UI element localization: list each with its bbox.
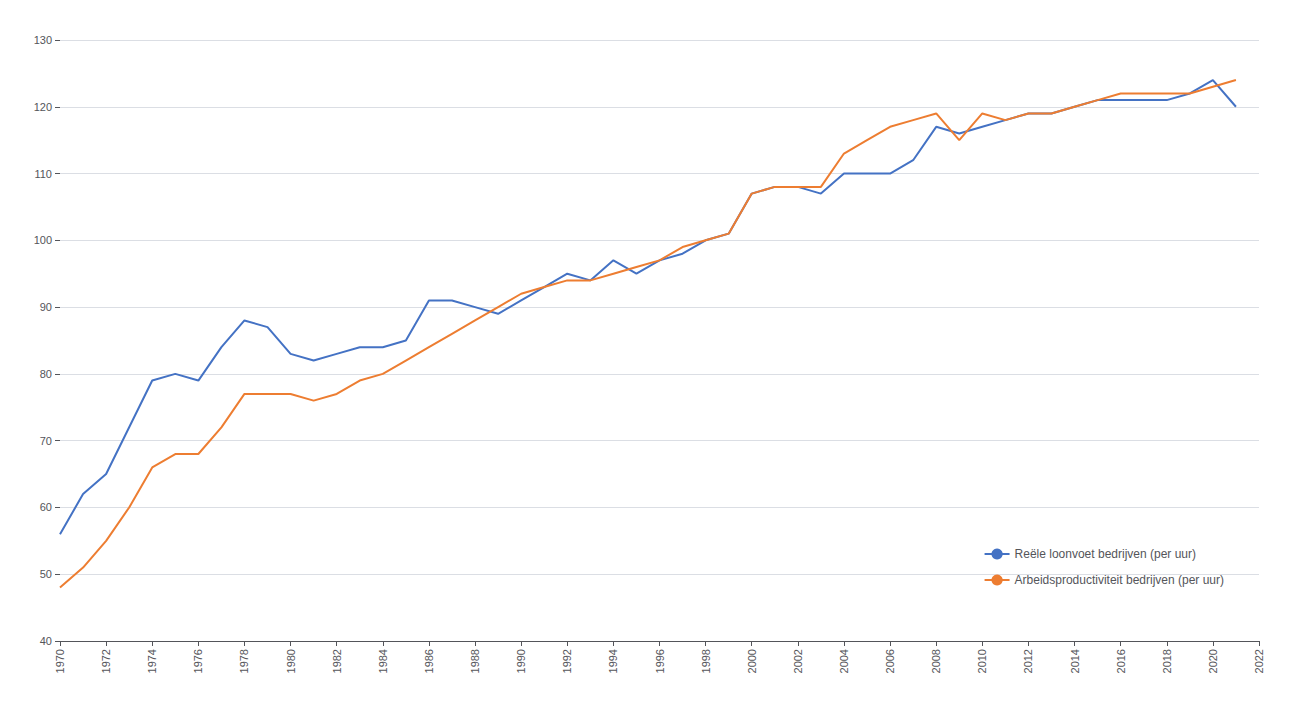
svg-text:100: 100 xyxy=(34,234,52,246)
svg-text:1986: 1986 xyxy=(423,649,435,673)
svg-text:1978: 1978 xyxy=(238,649,250,673)
svg-text:1970: 1970 xyxy=(54,649,66,673)
svg-text:1998: 1998 xyxy=(700,649,712,673)
svg-text:2014: 2014 xyxy=(1069,649,1081,673)
svg-text:60: 60 xyxy=(40,501,52,513)
svg-text:130: 130 xyxy=(34,34,52,46)
svg-text:1994: 1994 xyxy=(607,649,619,673)
svg-text:90: 90 xyxy=(40,301,52,313)
svg-text:1974: 1974 xyxy=(146,649,158,673)
svg-text:1996: 1996 xyxy=(654,649,666,673)
svg-text:120: 120 xyxy=(34,101,52,113)
svg-text:2000: 2000 xyxy=(746,649,758,673)
svg-text:1980: 1980 xyxy=(285,649,297,673)
svg-text:2012: 2012 xyxy=(1022,649,1034,673)
svg-text:Reële loonvoet bedrijven (per: Reële loonvoet bedrijven (per uur) xyxy=(1015,547,1196,561)
svg-text:2016: 2016 xyxy=(1115,649,1127,673)
svg-text:1984: 1984 xyxy=(377,649,389,673)
svg-text:1992: 1992 xyxy=(561,649,573,673)
svg-text:110: 110 xyxy=(34,168,52,180)
svg-text:2018: 2018 xyxy=(1161,649,1173,673)
svg-text:2002: 2002 xyxy=(792,649,804,673)
svg-text:2004: 2004 xyxy=(838,649,850,673)
svg-text:2008: 2008 xyxy=(930,649,942,673)
svg-text:1972: 1972 xyxy=(100,649,112,673)
svg-text:1976: 1976 xyxy=(192,649,204,673)
svg-text:40: 40 xyxy=(40,635,52,647)
svg-text:1988: 1988 xyxy=(469,649,481,673)
svg-text:2006: 2006 xyxy=(884,649,896,673)
svg-text:2022: 2022 xyxy=(1253,649,1265,673)
svg-text:2010: 2010 xyxy=(976,649,988,673)
svg-text:1990: 1990 xyxy=(515,649,527,673)
svg-text:Arbeidsproductiviteit bedrijve: Arbeidsproductiviteit bedrijven (per uur… xyxy=(1015,573,1224,587)
svg-text:70: 70 xyxy=(40,435,52,447)
svg-text:1982: 1982 xyxy=(331,649,343,673)
svg-text:2020: 2020 xyxy=(1207,649,1219,673)
svg-text:50: 50 xyxy=(40,568,52,580)
svg-text:80: 80 xyxy=(40,368,52,380)
